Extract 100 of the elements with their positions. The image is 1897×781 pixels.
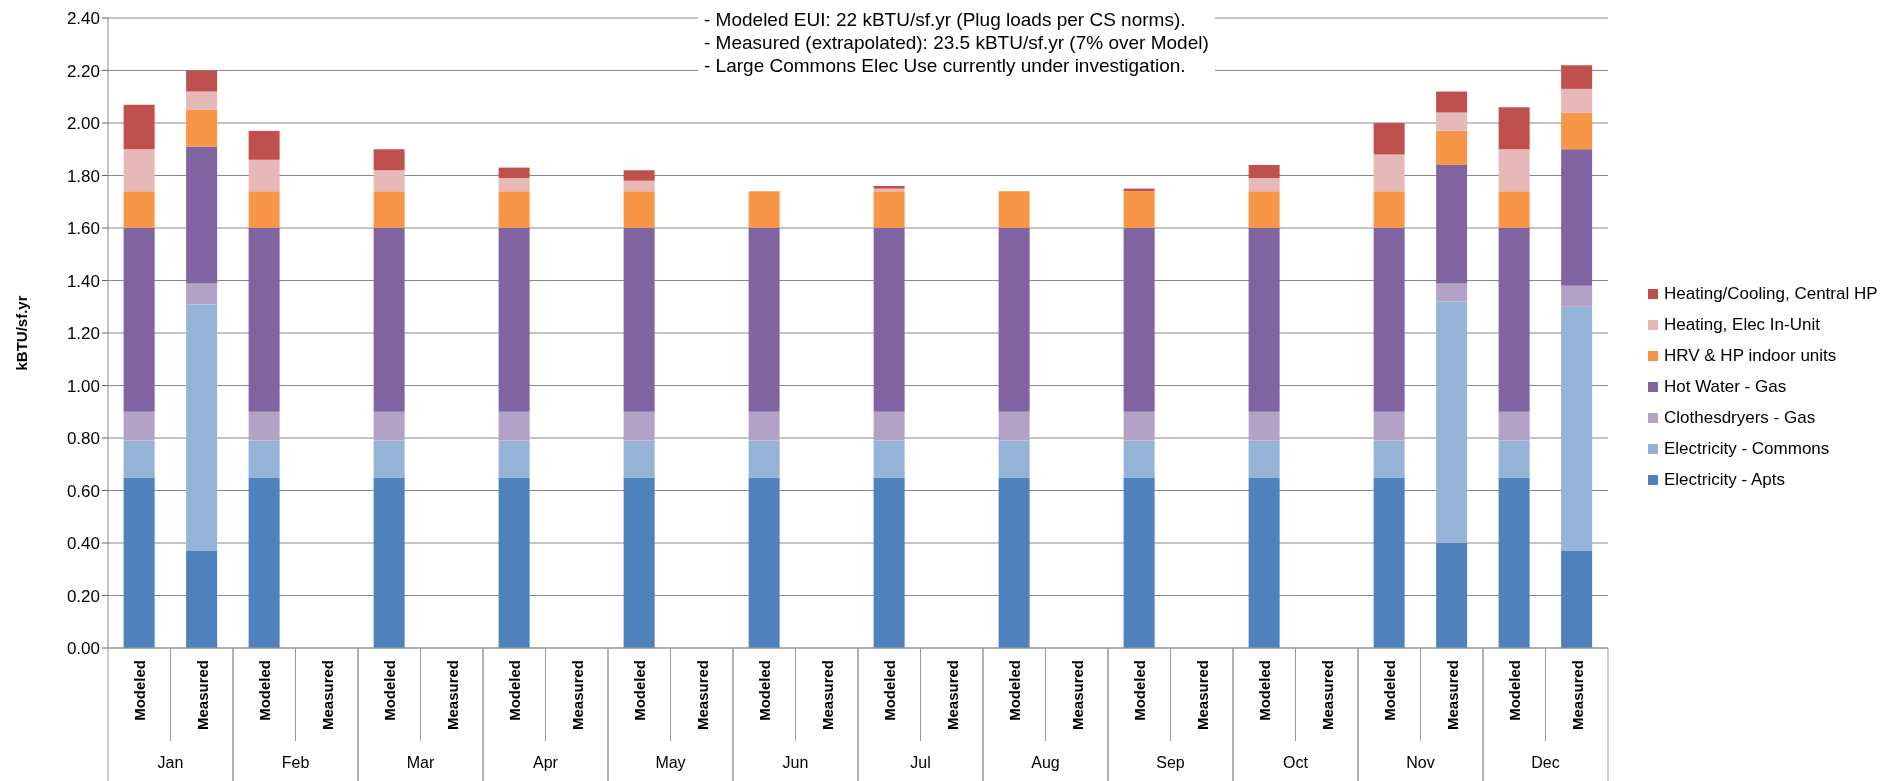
bar: [873, 440, 905, 478]
x-tick-label: Measured: [693, 660, 711, 731]
bar: [623, 180, 655, 192]
y-tick-label: 0.00: [66, 639, 100, 659]
text: Oct: [1283, 754, 1309, 771]
y-tick-label: 1.40: [66, 271, 100, 291]
bar: [498, 477, 530, 648]
bar: [998, 411, 1030, 441]
text: Aug: [1031, 754, 1060, 771]
text: Mar: [406, 754, 435, 771]
y-tick-label: 1.60: [66, 219, 100, 239]
bar: [186, 109, 218, 147]
x-tick-label: Measured: [443, 660, 461, 731]
x-tick-label: Modeled: [256, 660, 274, 721]
bar: [1498, 440, 1530, 478]
x-tick-label: Modeled: [1131, 660, 1149, 721]
bar: [1436, 91, 1468, 113]
bar: [1436, 283, 1468, 302]
bar: [1498, 228, 1530, 412]
bar: [1373, 191, 1405, 228]
y-tick-label: 0.20: [66, 586, 100, 606]
bar: [748, 228, 780, 412]
bar: [1498, 191, 1530, 228]
bar: [248, 191, 280, 228]
bar: [623, 477, 655, 648]
bar: [373, 191, 405, 228]
bar: [186, 283, 218, 305]
bar: [373, 477, 405, 648]
bar: [1373, 123, 1405, 155]
text: Sep: [1156, 754, 1185, 771]
x-tick-label: Measured: [1193, 660, 1211, 731]
bar: [123, 191, 155, 228]
annotation: - Large Commons Elec Use currently under investigation.: [704, 54, 1187, 77]
x-tick-label: Modeled: [1256, 660, 1274, 721]
bar: [873, 477, 905, 648]
bar: [123, 477, 155, 648]
x-tick-label: Measured: [318, 660, 336, 731]
text: Nov: [1406, 754, 1435, 771]
bar: [998, 477, 1030, 648]
y-tick-label: 1.20: [66, 324, 100, 344]
bar: [1248, 178, 1280, 192]
legend-label: HRV & HP indoor units: [1664, 345, 1837, 366]
bar: [623, 411, 655, 441]
bar: [373, 149, 405, 171]
text: Apr: [533, 754, 559, 771]
bar: [1561, 306, 1593, 551]
x-tick-label: Modeled: [381, 660, 399, 721]
bar: [373, 228, 405, 412]
bar: [123, 149, 155, 192]
y-tick-label: 1.80: [66, 166, 100, 186]
bar: [748, 440, 780, 478]
bar: [623, 228, 655, 412]
bar: [373, 411, 405, 441]
bar: [1561, 88, 1593, 113]
bar: [1248, 440, 1280, 478]
bar: [1561, 285, 1593, 307]
bar: [1498, 411, 1530, 441]
y-tick-label: 0.60: [66, 481, 100, 501]
y-tick-label: 2.20: [66, 61, 100, 81]
x-tick-label: Measured: [1443, 660, 1461, 731]
x-tick-label: Measured: [1318, 660, 1336, 731]
bar: [248, 440, 280, 478]
bar: [1436, 112, 1468, 131]
bar: [1123, 191, 1155, 228]
bar: [623, 440, 655, 478]
bar: [186, 70, 218, 92]
bar: [1498, 477, 1530, 648]
bar: [1373, 440, 1405, 478]
x-tick-label: Modeled: [756, 660, 774, 721]
bar: [186, 91, 218, 110]
text: Jan: [157, 754, 184, 771]
bar: [123, 104, 155, 150]
bar: [873, 228, 905, 412]
bar: [1248, 228, 1280, 412]
bar: [186, 304, 218, 551]
legend-label: Clothesdryers - Gas: [1664, 407, 1816, 428]
bar: [186, 550, 218, 648]
x-tick-label: Modeled: [1381, 660, 1399, 721]
bar: [1248, 411, 1280, 441]
x-tick-label: Measured: [818, 660, 836, 731]
x-tick-label: Modeled: [881, 660, 899, 721]
bar: [498, 191, 530, 228]
bar: [498, 178, 530, 192]
x-tick-label: Measured: [568, 660, 586, 731]
bar: [498, 411, 530, 441]
y-axis-title: kBTU/sf.yr: [13, 295, 31, 371]
bar: [123, 411, 155, 441]
y-tick-label: 0.80: [66, 429, 100, 449]
legend-label: Electricity - Apts: [1664, 469, 1785, 490]
y-tick-label: 1.00: [66, 376, 100, 396]
text: May: [655, 754, 686, 771]
bar: [1248, 191, 1280, 228]
bar: [1248, 477, 1280, 648]
x-tick-label: Modeled: [131, 660, 149, 721]
bar: [123, 228, 155, 412]
bar: [998, 440, 1030, 478]
y-tick-label: 2.00: [66, 114, 100, 134]
x-tick-label: Modeled: [1006, 660, 1024, 721]
bar: [873, 191, 905, 228]
x-tick-label: Modeled: [631, 660, 649, 721]
